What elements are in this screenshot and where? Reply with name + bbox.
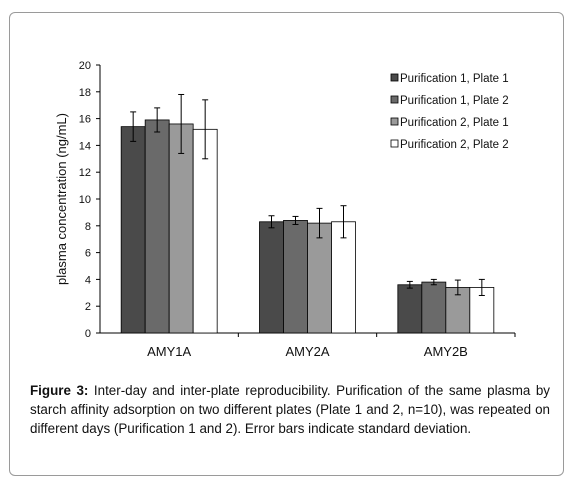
y-tick-label: 12	[79, 167, 91, 179]
x-tick-label: AMY2B	[424, 344, 468, 359]
legend-swatch	[390, 95, 399, 104]
bar	[259, 221, 284, 334]
legend-swatch	[390, 117, 399, 126]
legend-swatch	[390, 139, 399, 148]
bar	[307, 222, 332, 334]
bar	[168, 123, 194, 334]
bar	[331, 221, 356, 334]
figure-caption: Figure 3: Inter-day and inter-plate repr…	[30, 381, 550, 438]
legend-label: Purification 1, Plate 1	[400, 73, 509, 85]
x-tick-label: AMY1A	[147, 344, 191, 359]
x-tick-label: AMY2A	[285, 344, 329, 359]
y-tick-label: 2	[85, 301, 91, 313]
caption-label: Figure 3:	[30, 383, 89, 398]
bar-chart: 0 2 4 6 8 10 12 14 16 18 20 AMY1A AMY2A AMY2B Purific…	[54, 60, 516, 359]
bar	[397, 284, 423, 334]
y-tick-label: 20	[79, 60, 91, 72]
y-tick-label: 0	[85, 328, 91, 340]
bar	[192, 128, 218, 334]
y-tick-label: 16	[79, 114, 91, 126]
chart-legend: Purification 1, Plate 1 Purification 1, P…	[390, 73, 509, 151]
caption-text: Inter-day and inter-plate reproducibilit…	[30, 383, 550, 436]
y-tick-label: 8	[85, 221, 91, 233]
legend-label: Purification 2, Plate 1	[400, 117, 509, 129]
y-axis-label: plasma concentration (ng/mL)	[54, 113, 69, 285]
chart-bars	[120, 93, 495, 334]
legend-label: Purification 1, Plate 2	[400, 95, 509, 107]
bar	[144, 119, 170, 334]
y-tick-label: 10	[79, 194, 91, 206]
bar	[421, 281, 447, 334]
bar	[283, 220, 308, 334]
legend-label: Purification 2, Plate 2	[400, 139, 509, 151]
y-tick-label: 4	[85, 274, 91, 286]
y-tick-label: 14	[79, 140, 91, 152]
y-tick-label: 6	[85, 248, 91, 260]
bar	[120, 126, 146, 334]
legend-swatch	[390, 73, 399, 82]
y-tick-label: 18	[79, 87, 91, 99]
